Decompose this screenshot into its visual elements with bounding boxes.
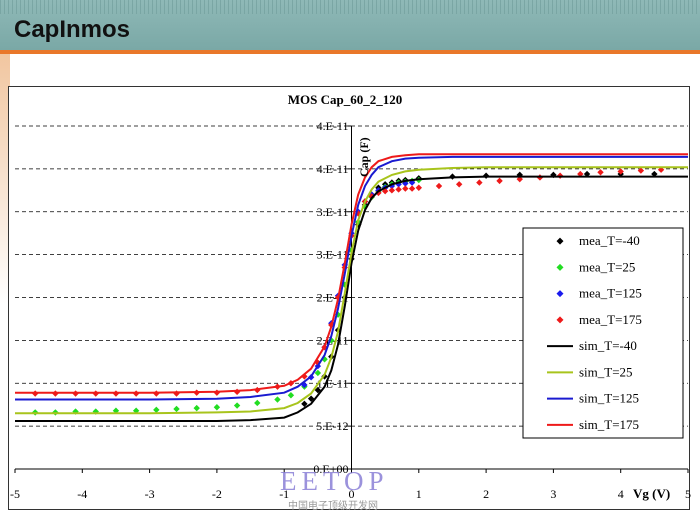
series-line	[15, 153, 688, 394]
data-point	[254, 399, 261, 407]
data-point	[287, 392, 295, 399]
data-point	[583, 170, 591, 178]
x-tick-label: -3	[145, 487, 155, 501]
x-axis-label: Vg (V)	[633, 486, 670, 501]
x-tick-label: -5	[10, 487, 20, 501]
y-tick-label: 4.E-11	[317, 162, 349, 176]
slide-title: CapInmos	[14, 16, 131, 43]
data-point	[173, 405, 180, 413]
legend-label: sim_T=-40	[579, 338, 637, 353]
legend-label: mea_T=25	[579, 259, 635, 274]
series-line	[15, 166, 688, 415]
x-tick-label: 4	[618, 487, 624, 501]
legend-label: sim_T=175	[579, 417, 639, 432]
data-point	[408, 185, 416, 192]
x-tick-label: -1	[279, 487, 289, 501]
data-point	[496, 177, 503, 185]
data-point	[213, 404, 221, 411]
axes-layer: 0.E+005.E-121.E-112.E-112.E-113.E-113.E-…	[10, 119, 691, 501]
header-stripes	[0, 0, 700, 14]
y-tick-label: 5.E-12	[316, 419, 348, 433]
data-point	[395, 186, 402, 193]
data-point	[368, 193, 375, 200]
decorative-swoosh	[0, 54, 10, 304]
data-point	[132, 407, 140, 414]
x-tick-label: 2	[483, 487, 489, 501]
series-line	[15, 155, 688, 401]
legend-label: mea_T=125	[579, 286, 642, 301]
data-point	[193, 404, 200, 412]
y-tick-label: 4.E-11	[317, 119, 349, 133]
data-point	[112, 407, 120, 414]
data-point	[274, 396, 281, 403]
data-point	[233, 402, 241, 409]
data-point	[408, 179, 416, 186]
data-point	[455, 181, 463, 188]
legend-marker	[556, 316, 564, 324]
data-point	[233, 388, 241, 396]
legend-box	[522, 227, 684, 439]
series-line	[15, 175, 688, 422]
legend-label: sim_T=125	[579, 391, 639, 406]
series-sim_T=175	[15, 153, 688, 394]
legend-marker	[556, 237, 564, 245]
x-tick-label: -2	[212, 487, 222, 501]
data-point	[577, 170, 584, 178]
header-rule	[0, 50, 700, 54]
data-point	[173, 390, 180, 397]
data-point	[415, 184, 422, 191]
y-axis-label: Cap (F)	[357, 137, 371, 177]
data-point	[301, 400, 308, 408]
legend-label: mea_T=-40	[579, 233, 640, 248]
slide-header: CapInmos	[0, 0, 700, 50]
series-layer	[15, 153, 688, 422]
series-sim_T=-40	[15, 175, 688, 422]
x-tick-label: 1	[416, 487, 422, 501]
y-tick-label: 3.E-11	[317, 248, 349, 262]
data-point	[637, 167, 645, 174]
data-point	[550, 171, 557, 179]
x-tick-label: 0	[349, 487, 355, 501]
data-point	[314, 369, 322, 377]
legend-marker	[556, 290, 564, 298]
y-tick-label: 3.E-11	[317, 205, 349, 219]
data-point	[597, 169, 604, 176]
data-point	[617, 168, 624, 175]
data-point	[657, 166, 665, 173]
data-point	[153, 406, 160, 414]
data-point	[476, 179, 483, 186]
x-tick-label: -4	[77, 487, 87, 501]
legend-label: sim_T=25	[579, 364, 633, 379]
legend-marker	[556, 263, 564, 271]
legend: mea_T=-40 mea_T=25 mea_T=125 mea_T=175 sim_T…	[522, 227, 684, 439]
series-sim_T=25	[15, 166, 688, 415]
watermark-subtitle: 中国电子顶级开发网	[288, 501, 378, 512]
x-tick-label: 3	[550, 487, 556, 501]
series-sim_T=125	[15, 155, 688, 401]
data-point	[402, 185, 409, 192]
x-tick-label: 5	[685, 487, 691, 501]
watermark-logo: EETOP	[280, 466, 389, 496]
data-point	[388, 187, 396, 194]
chart-title: MOS Cap_60_2_120	[288, 92, 402, 107]
data-point	[435, 182, 443, 190]
legend-label: mea_T=175	[579, 312, 642, 327]
